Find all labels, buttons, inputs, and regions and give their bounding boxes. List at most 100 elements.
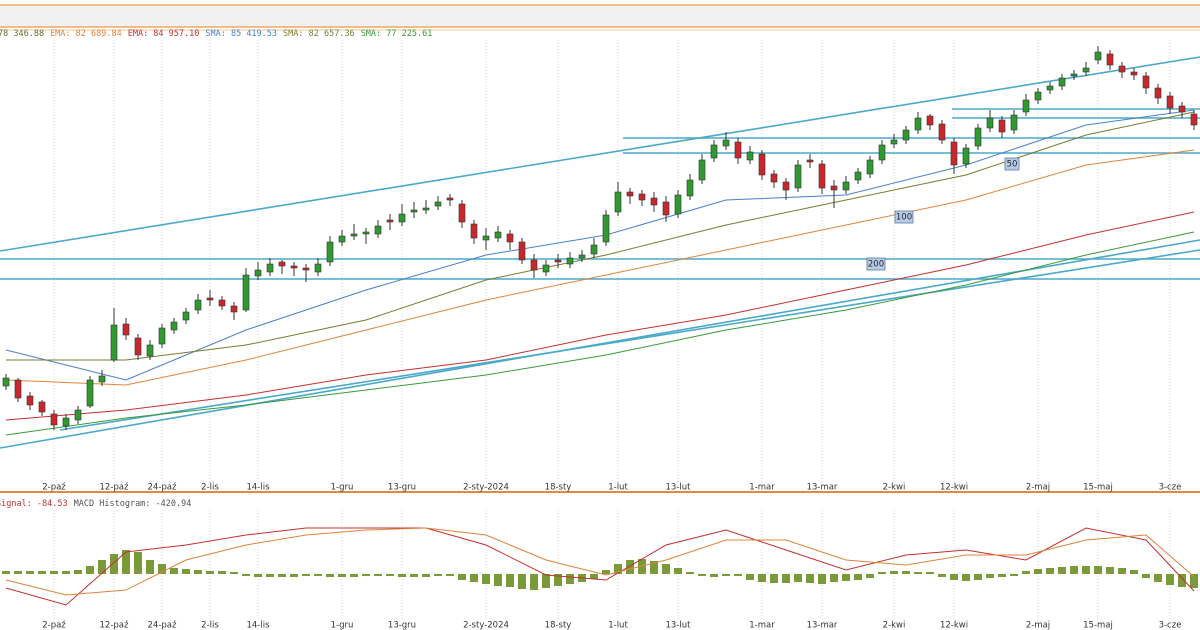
x-tick-label: 24-paź: [148, 483, 177, 493]
histogram-bar: [158, 564, 166, 574]
histogram-bar: [278, 574, 286, 577]
price-panel: 2-paź 12-paź 24-paź 2-lis 14-lis 1-gru 13-gru 2…: [2, 46, 1198, 493]
candle-body: [386, 219, 394, 223]
histogram-bar: [470, 574, 478, 582]
histogram-bar: [230, 572, 238, 574]
candle-body: [50, 413, 58, 426]
x-tick-label: 18-sty: [545, 621, 572, 630]
histogram-bar: [506, 574, 514, 587]
x-tick-label: 2-lis: [201, 483, 219, 493]
histogram-bar: [338, 574, 346, 577]
histogram-bar: [314, 574, 322, 576]
histogram-bar: [242, 574, 250, 576]
candle-body: [218, 299, 226, 307]
candle-body: [1118, 65, 1126, 73]
candle-body: [74, 409, 82, 421]
histogram-bar: [122, 550, 130, 574]
legend-entry: SMA: 77 225.61: [361, 29, 433, 39]
candle-body: [1154, 87, 1162, 99]
candle-body: [866, 159, 874, 175]
x-tick-label: 2-paź: [42, 621, 66, 630]
x-tick-label: 2-sty-2024: [463, 621, 509, 630]
candle-body: [470, 223, 478, 239]
x-tick-label: 1-mar: [749, 621, 775, 630]
candle-body: [518, 241, 526, 261]
histogram-bar: [182, 569, 190, 574]
candle-body: [746, 151, 754, 161]
histogram-bar: [662, 564, 670, 574]
candle-body: [590, 244, 598, 255]
trendline: [0, 56, 1200, 252]
candle-body: [86, 379, 94, 407]
indicator-line: [5, 231, 1195, 436]
x-tick-label: 14-lis: [246, 621, 270, 630]
candle-body: [494, 231, 502, 239]
candle-body: [626, 191, 634, 197]
histogram-bar: [710, 574, 718, 577]
histogram-bar: [734, 574, 742, 576]
legend-entry: EMA: 82 689.84: [50, 29, 122, 39]
histogram-bar: [266, 574, 274, 577]
candle-body: [794, 164, 802, 189]
candle-body: [602, 214, 610, 243]
trendline: [59, 249, 1200, 431]
histogram-bar: [1130, 570, 1138, 574]
candle-body: [1178, 105, 1186, 113]
x-tick-label: 2-lis: [201, 621, 219, 630]
histogram-bar: [806, 574, 814, 583]
legend-entry: Signal: -84.53: [0, 499, 68, 509]
histogram-bar: [350, 574, 358, 577]
candle-body: [410, 209, 418, 213]
histogram-bar: [842, 574, 850, 581]
candle-body: [830, 185, 838, 191]
candle-body: [302, 267, 310, 271]
histogram-bar: [998, 574, 1006, 577]
x-tick-label: 13-lut: [666, 483, 692, 493]
level-label-box: [1004, 157, 1020, 171]
candle-body: [374, 225, 382, 235]
candle-body: [134, 337, 142, 356]
x-tick-label: 12-kwi: [940, 621, 968, 630]
candle-body: [1190, 113, 1198, 126]
x-tick-label: 13-gru: [388, 621, 416, 630]
x-tick-label: 12-kwi: [940, 483, 968, 493]
candle-body: [290, 265, 298, 269]
candle-body: [890, 139, 898, 145]
candle-body: [770, 173, 778, 183]
level-label-box: [866, 257, 886, 271]
histogram-bar: [1010, 574, 1018, 576]
candle-body: [278, 261, 286, 267]
x-tick-label: 2-paź: [42, 483, 66, 493]
level-label: 100: [896, 213, 912, 223]
candle-body: [734, 141, 742, 159]
histogram-bar: [1094, 566, 1102, 574]
histogram-bar: [614, 564, 622, 574]
x-tick-label: 1-lut: [608, 483, 628, 493]
x-tick-label: 13-gru: [388, 483, 416, 493]
histogram-bar: [1058, 567, 1066, 574]
candle-body: [110, 324, 118, 361]
x-tick-label: 2-kwi: [883, 483, 906, 493]
x-tick-label: 1-gru: [331, 483, 354, 493]
histogram-bar: [98, 560, 106, 574]
histogram-bar: [758, 574, 766, 582]
candle-body: [950, 141, 958, 166]
histogram-bar: [902, 571, 910, 574]
candle-body: [698, 159, 706, 181]
histogram-bar: [74, 570, 82, 574]
x-tick-label: 2-maj: [1026, 621, 1050, 630]
candle-body: [506, 233, 514, 243]
x-tick-label: 15-maj: [1083, 483, 1113, 493]
histogram-bar: [1106, 567, 1114, 574]
histogram-bar: [530, 574, 538, 590]
histogram-bar: [446, 574, 454, 576]
histogram-bar: [626, 560, 634, 574]
candle-body: [422, 207, 430, 211]
level-label: 50: [1007, 160, 1018, 170]
histogram-bar: [398, 574, 406, 577]
candle-body: [662, 201, 670, 216]
candle-body: [878, 144, 886, 161]
histogram-bar: [422, 574, 430, 577]
histogram-bar: [494, 574, 502, 586]
x-tick-label: 3-cze: [1159, 621, 1182, 630]
